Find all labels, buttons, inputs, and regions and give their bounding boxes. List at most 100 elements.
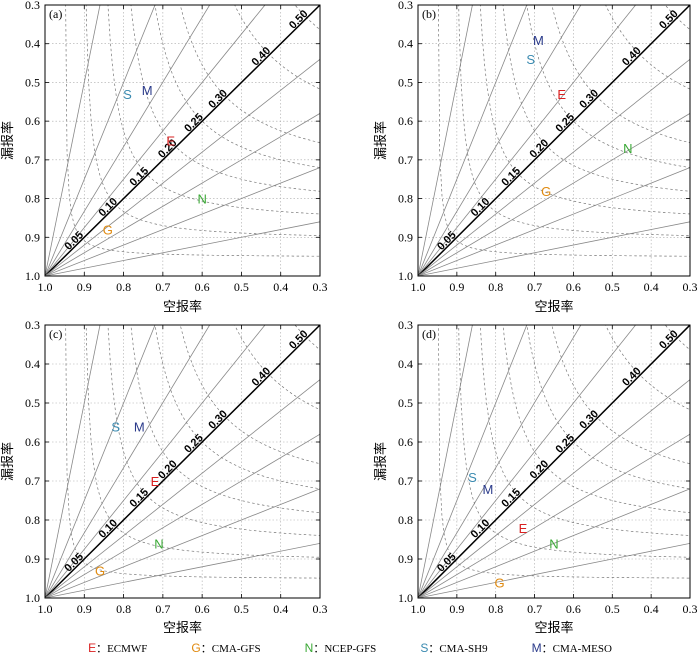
x-tick-label: 1.0 [38, 602, 53, 616]
y-tick-label: 0.4 [25, 357, 40, 371]
ts-label: 0.30 [577, 408, 601, 432]
x-tick-label: 0.5 [234, 602, 249, 616]
bias-line [45, 433, 320, 598]
x-tick-label: 0.9 [77, 602, 92, 616]
ts-curve [85, 5, 320, 236]
model-point-S: S [123, 87, 132, 102]
ts-curve [526, 5, 690, 168]
bias-line [45, 58, 320, 276]
bias-line [418, 488, 690, 598]
legend-letter: S [420, 641, 429, 655]
y-tick-label: 0.9 [398, 552, 413, 566]
ts-curve [179, 325, 320, 465]
model-point-S: S [468, 470, 477, 485]
bias-line [45, 5, 101, 276]
x-tick-label: 1.0 [411, 602, 426, 616]
y-tick-label: 1.0 [398, 591, 413, 605]
x-tick-label: 0.8 [116, 280, 131, 294]
y-tick-label: 0.8 [25, 513, 40, 527]
y-tick-label: 0.9 [25, 230, 40, 244]
x-tick-label: 0.7 [527, 280, 542, 294]
ts-curve [234, 325, 320, 411]
model-point-G: G [541, 184, 551, 199]
bias-line [418, 5, 637, 276]
y-tick-label: 0.6 [398, 435, 413, 449]
legend-desc: ：CMA-SH9 [428, 643, 488, 655]
ts-curve [526, 325, 690, 490]
bias-line [418, 221, 690, 276]
x-axis-title: 空报率 [534, 620, 573, 635]
bias-line [418, 379, 690, 598]
bias-line [418, 112, 690, 276]
x-axis-title: 空报率 [163, 299, 202, 314]
model-point-S: S [111, 419, 120, 434]
bias-line [45, 325, 266, 598]
ts-curve [154, 325, 320, 490]
bias-line [418, 325, 637, 598]
bias-line [45, 325, 320, 598]
bias-line [45, 542, 320, 598]
bias-line [45, 5, 266, 276]
ts-label: 0.50 [657, 328, 681, 352]
ts-label: 0.20 [528, 458, 552, 482]
ts-curve [234, 5, 320, 90]
bias-line [418, 325, 690, 598]
ts-curve [479, 325, 690, 536]
y-tick-label: 0.9 [398, 230, 413, 244]
x-tick-label: 0.8 [116, 602, 131, 616]
panel-label: (a) [49, 7, 62, 21]
model-point-M: M [483, 482, 494, 497]
y-tick-label: 1.0 [25, 591, 40, 605]
x-tick-label: 0.6 [566, 280, 581, 294]
ts-curve [502, 5, 690, 192]
ts-label: 0.10 [96, 196, 120, 220]
x-tick-label: 0.5 [605, 602, 620, 616]
legend-letter: E [88, 641, 97, 655]
legend-desc: ：ECMWF [96, 643, 148, 655]
ts-label: 0.20 [156, 458, 180, 482]
model-point-N: N [623, 141, 632, 156]
model-point-E: E [166, 134, 175, 149]
legend-desc: ：CMA-GFS [200, 643, 261, 655]
bias-line [418, 5, 473, 276]
x-tick-label: 0.8 [488, 280, 503, 294]
bias-line [418, 167, 690, 276]
legend-item-ncep-gfs: N：NCEP-GFS [305, 640, 377, 657]
bias-line [45, 5, 211, 276]
panel-label: (b) [422, 7, 436, 21]
y-tick-label: 0.8 [398, 513, 413, 527]
legend-item-ecmwf: E：ECMWF [88, 640, 147, 657]
ts-label: 0.15 [128, 165, 152, 189]
y-tick-label: 0.4 [398, 357, 413, 371]
ts-label: 0.50 [657, 8, 681, 32]
legend-item-cma-sh9: S：CMA-SH9 [420, 640, 487, 657]
bias-line [45, 325, 211, 598]
y-tick-label: 0.5 [25, 75, 40, 89]
bias-line [418, 58, 690, 276]
ts-label: 0.30 [577, 87, 601, 111]
model-point-M: M [533, 33, 544, 48]
model-point-E: E [557, 87, 566, 102]
ts-label: 0.40 [620, 365, 644, 389]
model-point-N: N [549, 536, 558, 551]
x-tick-label: 0.8 [488, 602, 503, 616]
bias-line [418, 5, 528, 276]
x-tick-label: 0.3 [683, 280, 698, 294]
x-tick-label: 0.9 [77, 280, 92, 294]
bias-line [418, 5, 582, 276]
model-point-E: E [519, 521, 528, 536]
y-tick-label: 0.3 [25, 0, 40, 12]
model-point-N: N [197, 192, 206, 207]
panel-b: 0.050.100.150.200.250.300.400.501.0 0.9 0.… [373, 0, 698, 314]
bias-line [45, 5, 320, 276]
ts-label: 0.05 [435, 229, 459, 253]
ts-label: 0.40 [620, 45, 644, 69]
y-axis-title: 漏报率 [373, 442, 388, 481]
y-tick-label: 0.7 [398, 153, 413, 167]
ts-label: 0.10 [96, 517, 120, 541]
y-tick-label: 0.4 [25, 37, 40, 51]
model-point-E: E [151, 474, 160, 489]
y-tick-label: 0.7 [25, 153, 40, 167]
y-tick-label: 0.6 [25, 114, 40, 128]
ts-curve [551, 5, 690, 144]
